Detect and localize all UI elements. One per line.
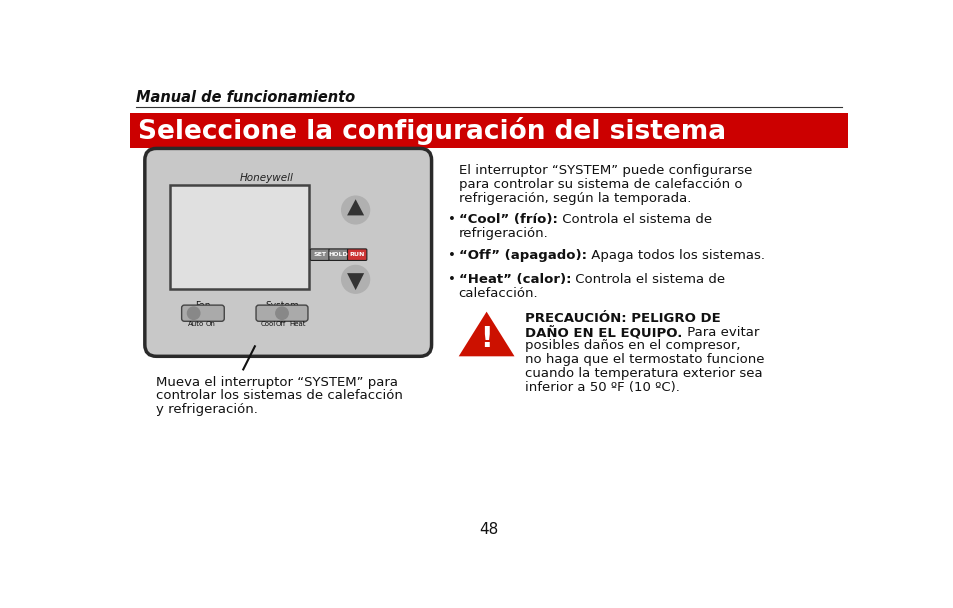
Text: refrigeración.: refrigeración.	[458, 227, 548, 240]
Text: DAÑO EN EL EQUIPO.: DAÑO EN EL EQUIPO.	[525, 325, 682, 339]
Text: para controlar su sistema de calefacción o: para controlar su sistema de calefacción…	[458, 178, 741, 191]
Text: Manual de funcionamiento: Manual de funcionamiento	[136, 90, 355, 105]
FancyBboxPatch shape	[329, 249, 348, 260]
Text: System: System	[265, 301, 298, 310]
Text: no haga que el termostato funcione: no haga que el termostato funcione	[525, 353, 764, 366]
FancyBboxPatch shape	[171, 185, 309, 289]
Polygon shape	[347, 273, 364, 290]
Text: On: On	[206, 321, 215, 327]
Circle shape	[187, 307, 199, 319]
Text: •: •	[447, 249, 456, 261]
Circle shape	[341, 266, 369, 293]
Text: HOLD: HOLD	[329, 252, 348, 257]
FancyBboxPatch shape	[347, 249, 367, 260]
Text: calefacción.: calefacción.	[458, 287, 537, 300]
Text: •: •	[447, 273, 456, 286]
Text: cuando la temperatura exterior sea: cuando la temperatura exterior sea	[525, 367, 762, 380]
Text: RUN: RUN	[349, 252, 364, 257]
FancyBboxPatch shape	[145, 148, 431, 356]
Text: Apaga todos los sistemas.: Apaga todos los sistemas.	[586, 249, 764, 261]
Text: Controla el sistema de: Controla el sistema de	[557, 213, 711, 226]
FancyBboxPatch shape	[181, 305, 224, 321]
Text: Seleccione la configuración del sistema: Seleccione la configuración del sistema	[137, 117, 725, 145]
Text: PRECAUCIÓN: PELIGRO DE: PRECAUCIÓN: PELIGRO DE	[525, 312, 720, 325]
Text: inferior a 50 ºF (10 ºC).: inferior a 50 ºF (10 ºC).	[525, 381, 679, 394]
Polygon shape	[347, 199, 364, 215]
Text: refrigeración, según la temporada.: refrigeración, según la temporada.	[458, 192, 690, 204]
Text: Controla el sistema de: Controla el sistema de	[571, 273, 724, 286]
Text: controlar los sistemas de calefacción: controlar los sistemas de calefacción	[156, 390, 403, 402]
Text: !: !	[479, 325, 493, 353]
Text: Auto: Auto	[187, 321, 204, 327]
Text: 48: 48	[478, 522, 498, 537]
Text: “Cool” (frío):: “Cool” (frío):	[458, 213, 557, 226]
Text: “Off” (apagado):: “Off” (apagado):	[458, 249, 586, 261]
Text: Cool: Cool	[260, 321, 275, 327]
Circle shape	[275, 307, 288, 319]
Text: Off: Off	[275, 321, 286, 327]
Text: SET: SET	[314, 252, 326, 257]
Text: Heat: Heat	[290, 321, 306, 327]
FancyBboxPatch shape	[255, 305, 308, 321]
Circle shape	[341, 196, 369, 224]
Text: Honeywell: Honeywell	[239, 173, 294, 183]
Text: Fan: Fan	[195, 301, 211, 310]
Text: “Heat” (calor):: “Heat” (calor):	[458, 273, 571, 286]
Text: Mueva el interruptor “SYSTEM” para: Mueva el interruptor “SYSTEM” para	[156, 376, 398, 389]
Text: posibles daños en el compresor,: posibles daños en el compresor,	[525, 339, 740, 353]
Polygon shape	[458, 312, 514, 356]
FancyBboxPatch shape	[310, 249, 330, 260]
Text: •: •	[447, 213, 456, 226]
Text: Para evitar: Para evitar	[682, 325, 759, 339]
FancyBboxPatch shape	[130, 113, 847, 148]
Text: El interruptor “SYSTEM” puede configurarse: El interruptor “SYSTEM” puede configurar…	[458, 164, 751, 177]
Text: y refrigeración.: y refrigeración.	[156, 403, 258, 416]
